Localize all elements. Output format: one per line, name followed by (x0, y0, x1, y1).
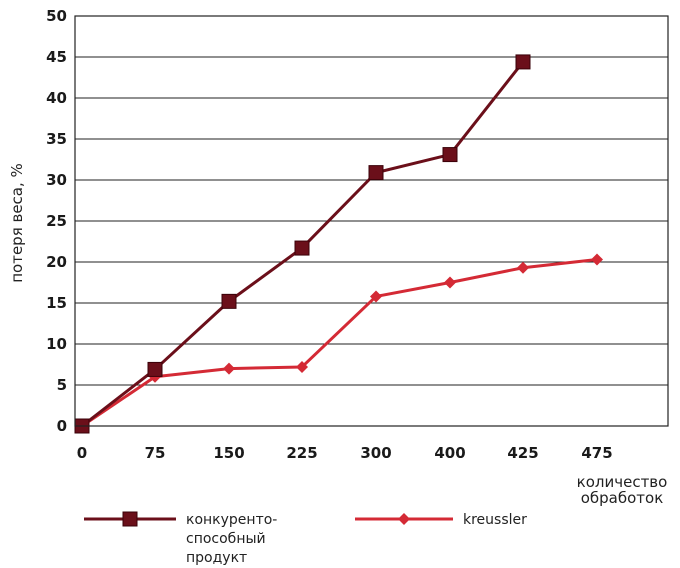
data-point (368, 165, 384, 181)
y-tick-label: 20 (46, 253, 67, 271)
legend: конкуренто-способный продукт kreussler (84, 511, 527, 566)
y-tick-label: 0 (57, 417, 67, 435)
legend-label: kreussler (463, 512, 527, 528)
legend-item: конкуренто-способный продукт (84, 511, 277, 566)
y-tick-label: 25 (46, 212, 67, 230)
data-point (444, 276, 456, 289)
data-point (515, 54, 531, 70)
x-axis-title: количество обработок (577, 473, 668, 507)
legend-item: kreussler (355, 512, 527, 528)
series-kreussler (76, 253, 603, 432)
data-point (221, 293, 237, 309)
y-tick-label: 50 (46, 7, 67, 25)
legend-label: конкуренто-способный продукт (186, 512, 277, 566)
x-tick-label: 75 (145, 444, 166, 462)
x-tick-label: 400 (434, 444, 465, 462)
series-group (74, 54, 603, 434)
y-tick-labels: 0 5 10 15 20 25 30 35 40 45 50 (46, 7, 67, 435)
data-point (296, 360, 308, 373)
data-point (442, 147, 458, 163)
grid-lines (75, 56, 668, 386)
data-point (370, 290, 382, 303)
x-tick-label: 225 (286, 444, 317, 462)
x-tick-label: 425 (507, 444, 538, 462)
y-axis-title: потеря веса, % (8, 163, 26, 283)
series-line (81, 258, 598, 428)
x-tick-labels: 0 75 150 225 300 400 425 475 (77, 444, 613, 462)
y-tick-label: 15 (46, 294, 67, 312)
data-point (223, 362, 235, 375)
data-point (591, 253, 603, 266)
y-tick-label: 40 (46, 89, 67, 107)
y-tick-label: 45 (46, 48, 67, 66)
y-tick-label: 30 (46, 171, 67, 189)
legend-marker (398, 513, 410, 525)
y-tick-label: 5 (57, 376, 67, 394)
x-tick-label: 0 (77, 444, 87, 462)
x-tick-label: 300 (360, 444, 391, 462)
legend-marker (122, 511, 138, 527)
x-tick-label: 475 (581, 444, 612, 462)
data-point (147, 361, 163, 377)
data-point (294, 240, 310, 256)
y-tick-label: 35 (46, 130, 67, 148)
data-point (517, 261, 529, 274)
plot-frame (74, 15, 669, 427)
x-tick-label: 150 (213, 444, 244, 462)
y-tick-label: 10 (46, 335, 67, 353)
series-competitor (74, 54, 531, 434)
x-axis-title-line-2: обработок (581, 489, 664, 507)
x-axis-title-line-1: количество (577, 473, 668, 491)
plot-border (74, 15, 669, 427)
